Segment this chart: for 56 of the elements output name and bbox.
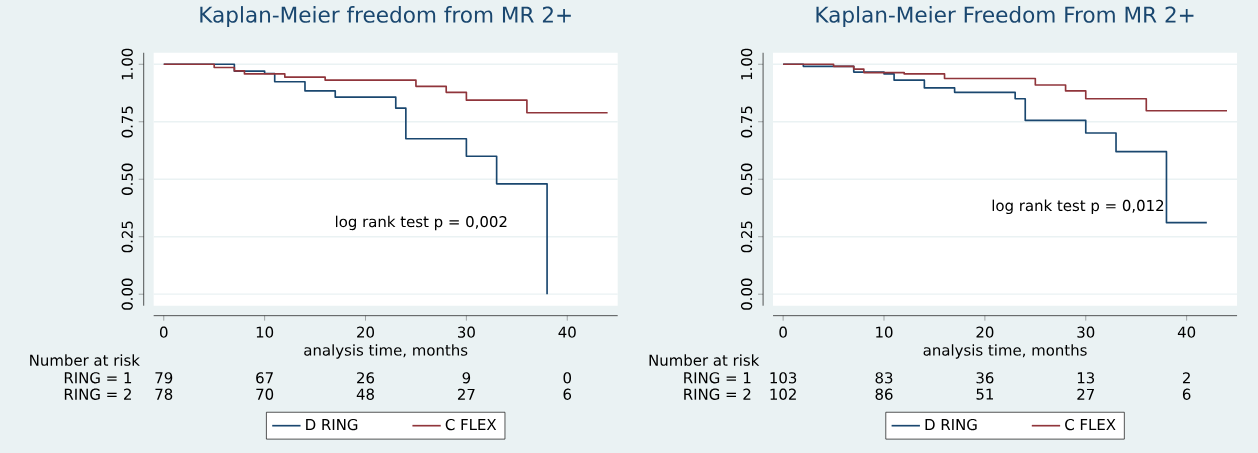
text: 78 — [155, 388, 173, 400]
y-tick-label: 0.25 — [121, 221, 133, 253]
y-tick-label: 1.00 — [121, 48, 133, 80]
y-tick-label: 0.75 — [740, 106, 753, 138]
annotation: log rank test p = 0,012 — [992, 199, 1164, 215]
legend-label: C FLEX — [1065, 418, 1116, 431]
x-tick-label: 10 — [876, 326, 893, 338]
x-tick-label: 30 — [1077, 326, 1095, 338]
y-tick-label: 0.50 — [740, 163, 753, 195]
text: 9 — [462, 372, 471, 384]
y-tick-label: 0.00 — [121, 278, 133, 310]
x-tick-label: 0 — [159, 326, 168, 338]
y-tick-label: 1.00 — [740, 48, 753, 80]
y-tick-label: 0.50 — [121, 163, 133, 195]
text: 102 — [770, 388, 796, 400]
text: RING = 1 — [64, 372, 132, 384]
text: RING = 1 — [684, 372, 751, 384]
annotation: log rank test p = 0,002 — [335, 215, 507, 231]
x-tick-label: 20 — [357, 326, 375, 338]
y-tick-label: 0.25 — [740, 221, 753, 253]
legend-label: D RING — [306, 418, 358, 431]
chart-title: Kaplan-Meier freedom from MR 2+ — [200, 6, 571, 27]
text: 2 — [1182, 372, 1190, 384]
text: 27 — [1077, 388, 1094, 400]
x-tick-label: 40 — [558, 326, 576, 338]
text: 103 — [770, 372, 797, 384]
text: 67 — [256, 372, 273, 384]
text: 86 — [875, 388, 893, 400]
text: 36 — [976, 372, 994, 384]
x-tick-label: 30 — [458, 326, 475, 338]
x-axis-title: analysis time, months — [923, 344, 1087, 359]
legend-label: D RING — [925, 418, 977, 431]
text: Number at risk — [30, 354, 140, 366]
chart-title: Kaplan-Meier Freedom From MR 2+ — [816, 6, 1194, 27]
text: 27 — [457, 388, 475, 400]
text: 48 — [356, 388, 374, 400]
legend-label: C FLEX — [445, 418, 497, 431]
text: 0 — [563, 372, 572, 384]
text: Number at risk — [649, 354, 760, 366]
text: 6 — [563, 388, 572, 400]
text: 6 — [1182, 388, 1191, 400]
x-axis-title: analysis time, months — [304, 344, 468, 359]
x-tick-label: 20 — [976, 326, 994, 338]
text: RING = 2 — [684, 388, 751, 400]
y-tick-label: 0.00 — [740, 278, 753, 310]
y-tick-label: 0.75 — [121, 106, 133, 138]
text: RING = 2 — [64, 388, 131, 400]
x-tick-label: 10 — [256, 326, 274, 338]
text: 83 — [875, 372, 893, 384]
text: 26 — [357, 372, 375, 384]
x-tick-label: 40 — [1177, 326, 1196, 338]
x-tick-label: 0 — [779, 326, 787, 338]
text: 51 — [976, 388, 993, 400]
text: 13 — [1077, 372, 1095, 384]
text: 79 — [155, 372, 173, 384]
text: 70 — [256, 388, 274, 400]
